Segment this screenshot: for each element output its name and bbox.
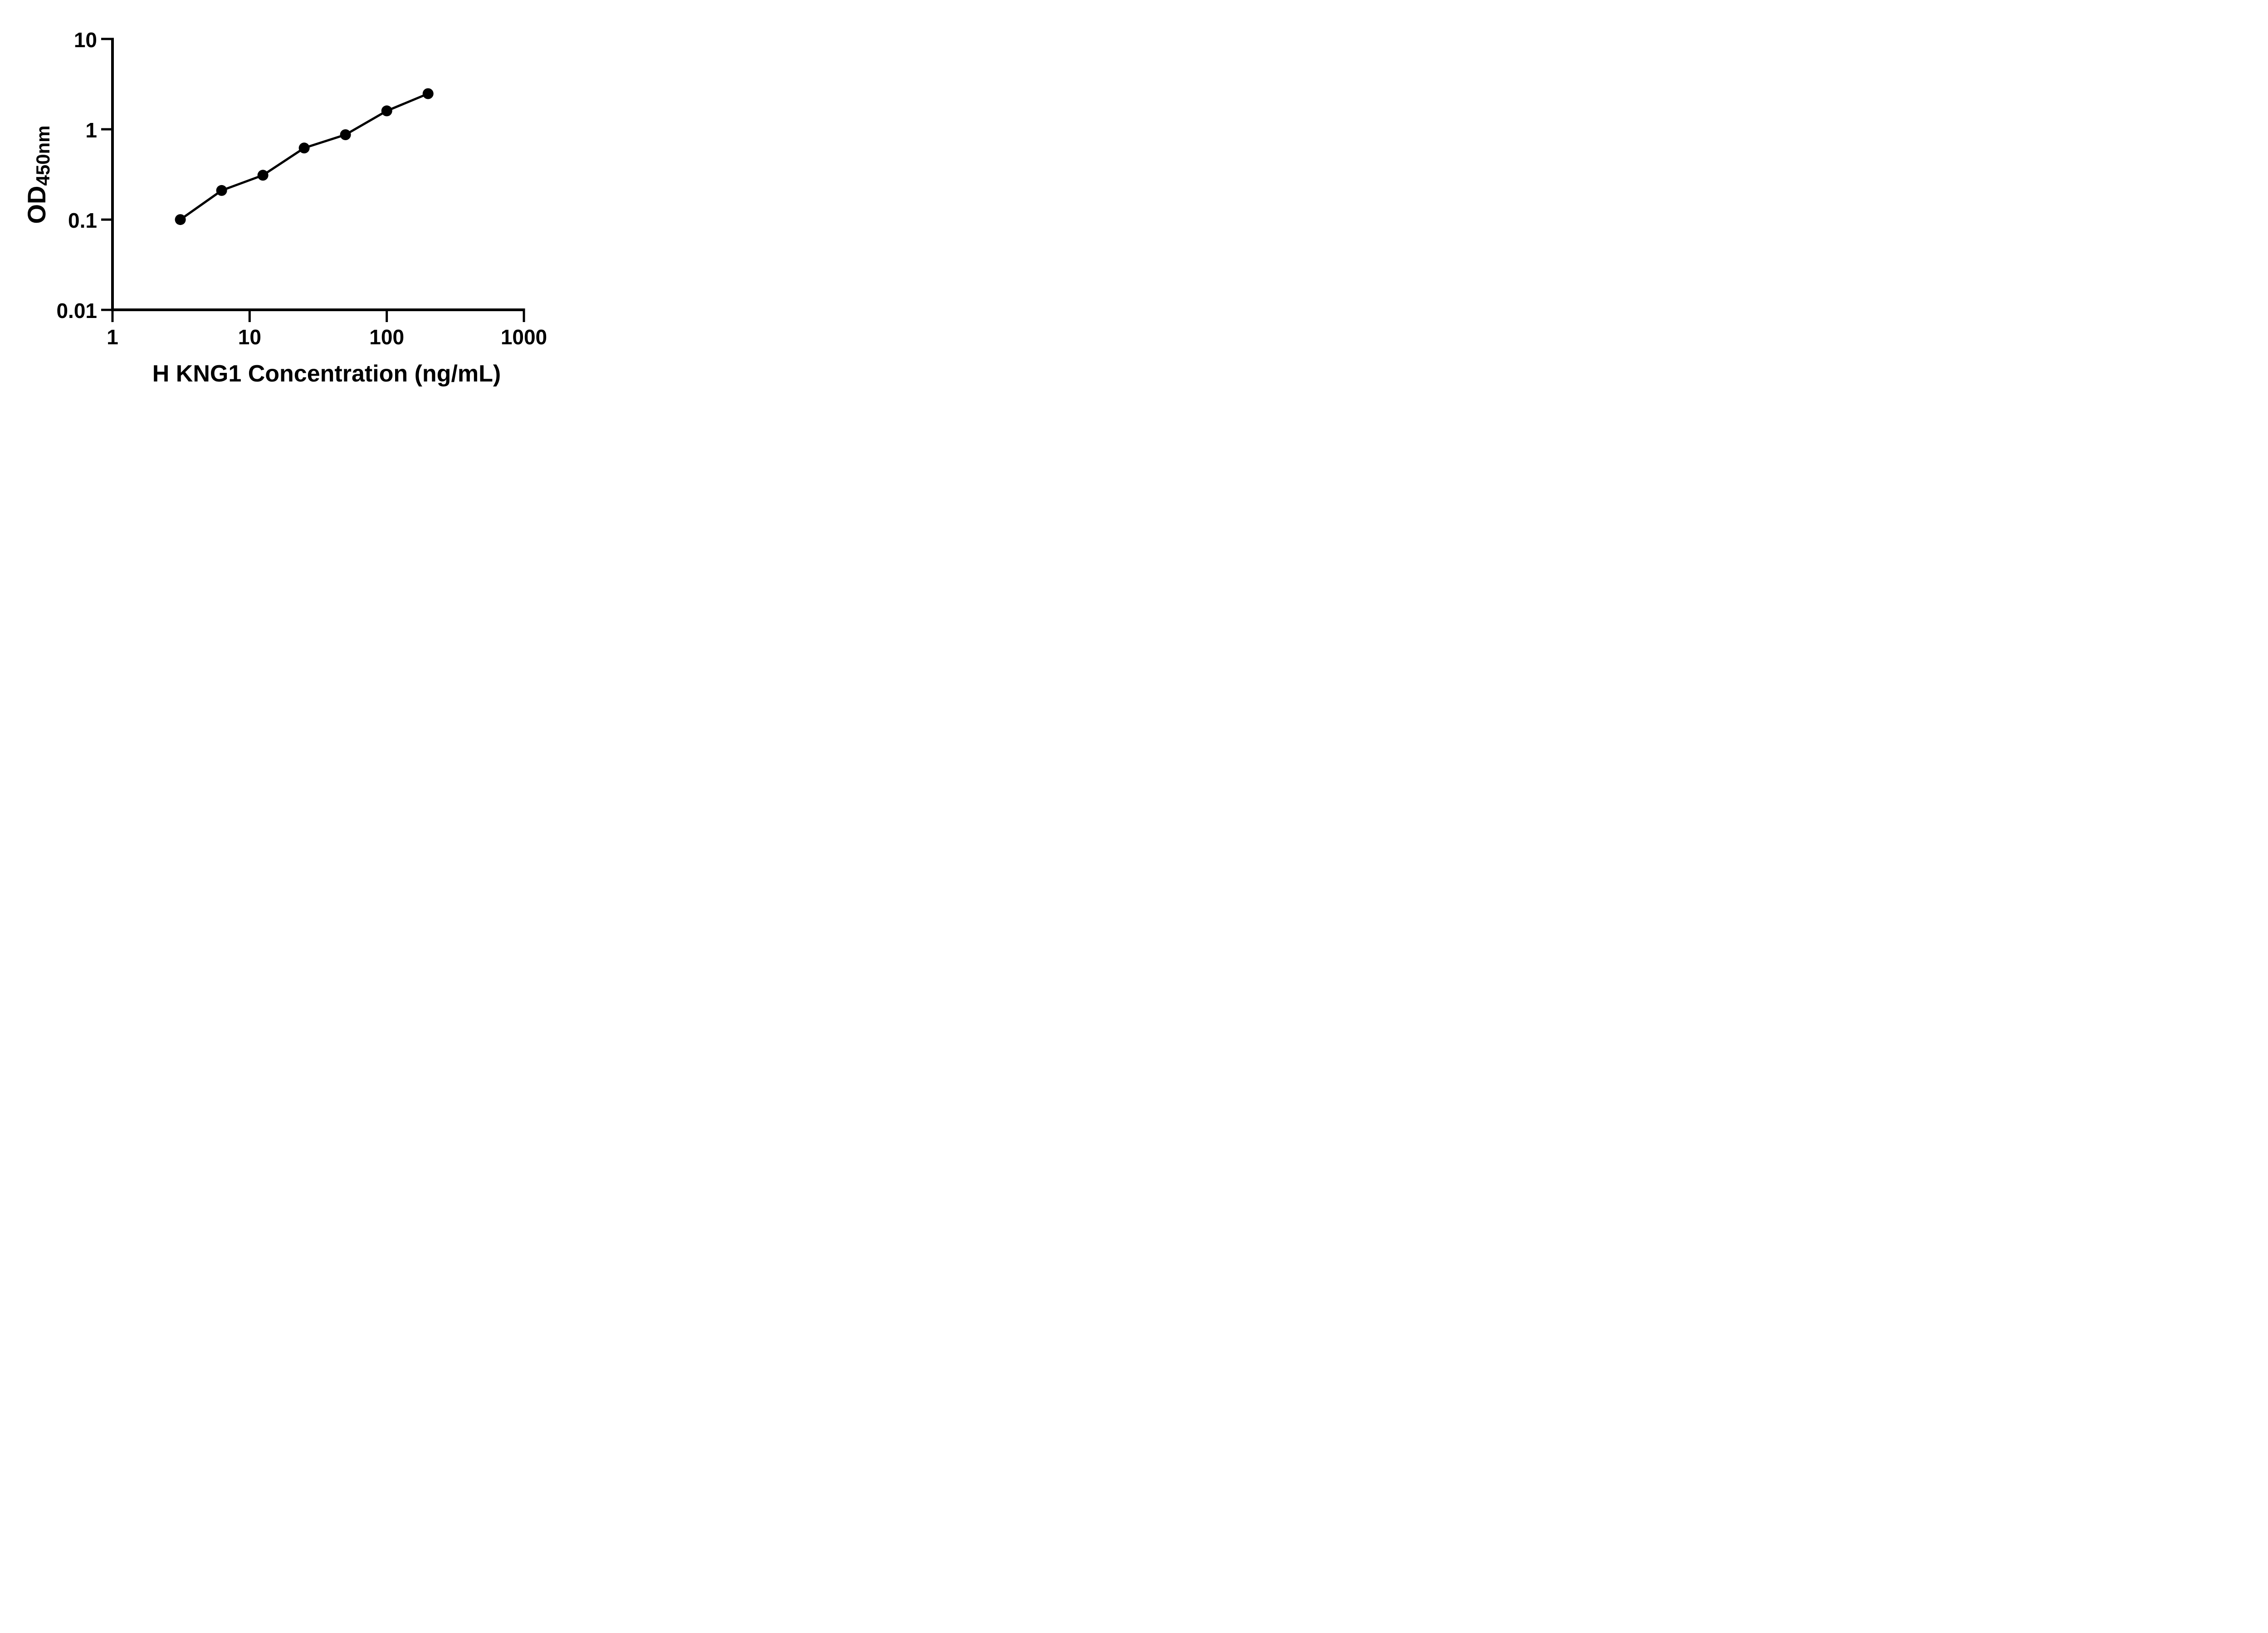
y-tick-label: 10 [74,28,97,52]
y-tick-label: 0.01 [56,299,97,323]
x-tick-label: 1000 [501,325,547,349]
data-point [298,142,310,154]
axis-ticks [101,38,525,322]
y-axis-title-subscript: 450nm [32,125,54,186]
data-point [175,214,186,225]
x-tick-label: 10 [238,325,261,349]
y-axis-title-main: OD [22,186,51,224]
y-tick-label: 0.1 [68,209,97,232]
standard-curve-chart: 1 10 100 1000 10 1 0.1 0.01 H KNG1 Concentratio… [22,28,547,387]
data-point [216,185,227,196]
x-tick-label: 100 [369,325,404,349]
elisa-standard-curve-figure: 1 10 100 1000 10 1 0.1 0.01 H KNG1 Concentratio… [0,0,583,408]
y-tick-label: 1 [85,118,97,142]
axis-tick-labels: 1 10 100 1000 10 1 0.1 0.01 [56,28,547,349]
x-axis-title: H KNG1 Concentration (ng/mL) [152,361,501,387]
data-points [175,88,434,225]
data-point [422,88,434,99]
x-tick-label: 1 [107,325,118,349]
y-axis-title: OD450nm [22,125,54,224]
data-point [381,105,392,117]
data-point [340,129,351,140]
data-point [257,170,269,181]
